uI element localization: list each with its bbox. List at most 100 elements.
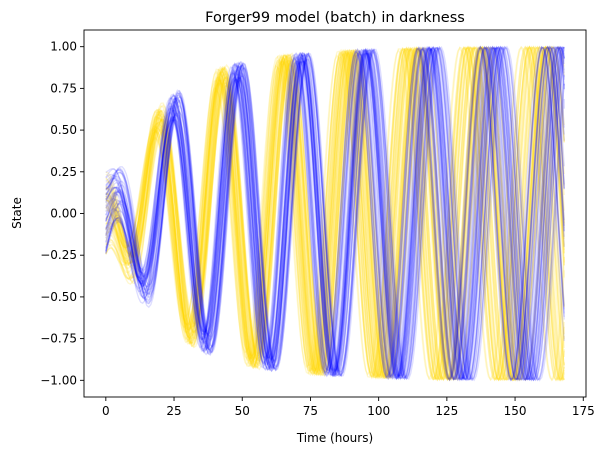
yellow-trajectory [105, 45, 565, 382]
yellow-trajectory [105, 45, 565, 381]
y-tick-label: 0.25 [50, 165, 77, 179]
blue-trajectory [105, 46, 565, 380]
yellow-trajectory [105, 46, 565, 382]
blue-trajectory [105, 46, 565, 381]
yellow-trajectory [105, 45, 565, 382]
yellow-trajectory [105, 46, 565, 382]
blue-trajectory [105, 46, 565, 381]
x-tick-label: 75 [303, 404, 318, 418]
x-tick-label: 0 [102, 404, 110, 418]
x-tick-label: 125 [435, 404, 458, 418]
chart-title: Forger99 model (batch) in darkness [205, 10, 465, 26]
blue-trajectory [105, 46, 565, 381]
x-tick-label: 150 [504, 404, 527, 418]
yellow-trajectory [105, 46, 565, 382]
y-axis: −1.00 −0.75 −0.50 −0.25 0.00 0.25 0.50 0.75 1.00 [40, 40, 84, 387]
yellow-trajectory [105, 45, 565, 382]
blue-trajectory [105, 46, 565, 382]
blue-trajectory [105, 45, 565, 382]
x-tick-label: 100 [367, 404, 390, 418]
blue-trajectory [105, 45, 565, 382]
yellow-trajectory [105, 45, 565, 382]
yellow-trajectory [105, 45, 565, 382]
yellow-trajectory [105, 45, 565, 381]
blue-trajectory [105, 45, 565, 382]
yellow-trajectory [105, 45, 565, 381]
yellow-trajectory [105, 46, 565, 381]
blue-trajectory [105, 45, 565, 382]
blue-trajectory [105, 45, 565, 382]
yellow-trajectory [105, 45, 565, 381]
blue-trajectory [105, 46, 565, 382]
blue-trajectory [105, 45, 565, 380]
yellow-trajectory [105, 45, 565, 382]
yellow-trajectory [105, 46, 565, 380]
blue-trajectory [105, 45, 565, 381]
blue-trajectory [105, 45, 565, 382]
yellow-trajectory [105, 45, 565, 382]
blue-trajectory [105, 46, 565, 381]
blue-trajectory [105, 45, 565, 381]
yellow-trajectory [105, 45, 565, 382]
yellow-trajectory [105, 46, 565, 382]
blue-trajectory [105, 45, 565, 382]
yellow-trajectory [105, 45, 565, 382]
yellow-trajectory [105, 45, 565, 381]
yellow-trajectory [105, 45, 565, 381]
blue-trajectory [105, 45, 565, 381]
blue-trajectory [105, 45, 565, 381]
series-lines [105, 45, 565, 382]
blue-trajectory [105, 45, 565, 382]
yellow-trajectory [105, 45, 565, 382]
blue-trajectory [105, 45, 565, 382]
yellow-trajectory [105, 45, 565, 382]
yellow-trajectory [105, 46, 565, 382]
x-axis-label: Time (hours) [296, 431, 373, 445]
blue-trajectory [105, 45, 565, 380]
yellow-trajectory [105, 46, 565, 380]
y-tick-label: −0.25 [40, 248, 77, 262]
yellow-trajectory [105, 46, 565, 382]
blue-trajectory [105, 45, 565, 382]
x-tick-label: 175 [572, 404, 595, 418]
yellow-trajectory [105, 45, 565, 382]
yellow-trajectory [105, 46, 565, 382]
x-axis: 0 25 50 75 100 125 150 175 [102, 397, 595, 418]
yellow-trajectory [105, 45, 565, 381]
y-tick-label: 0.00 [50, 207, 77, 221]
blue-trajectory [105, 46, 565, 382]
blue-trajectory [105, 46, 565, 381]
yellow-trajectory [105, 45, 565, 382]
blue-trajectory [105, 45, 565, 382]
yellow-trajectory [105, 46, 565, 381]
blue-trajectory [105, 45, 565, 381]
yellow-trajectory [105, 45, 565, 382]
blue-trajectory [105, 45, 565, 381]
blue-trajectory [105, 45, 565, 382]
yellow-trajectory [105, 46, 565, 382]
y-axis-label: State [10, 197, 24, 229]
blue-trajectory [105, 45, 565, 382]
y-tick-label: −0.75 [40, 332, 77, 346]
yellow-trajectory [105, 46, 565, 382]
blue-trajectory [105, 45, 565, 382]
yellow-trajectory [105, 45, 565, 382]
blue-trajectory [105, 45, 565, 382]
blue-trajectory [105, 45, 565, 381]
x-tick-label: 50 [235, 404, 250, 418]
yellow-trajectory [105, 45, 565, 382]
y-tick-label: 0.75 [50, 81, 77, 95]
x-tick-label: 25 [166, 404, 181, 418]
y-tick-label: −1.00 [40, 373, 77, 387]
blue-trajectory [105, 46, 565, 381]
blue-trajectory [105, 45, 565, 382]
y-tick-label: 0.50 [50, 123, 77, 137]
yellow-trajectory [105, 45, 565, 382]
blue-trajectory [105, 45, 565, 382]
yellow-trajectory [105, 45, 565, 382]
y-tick-label: −0.50 [40, 290, 77, 304]
blue-trajectory [105, 45, 565, 382]
blue-trajectory [105, 46, 565, 381]
